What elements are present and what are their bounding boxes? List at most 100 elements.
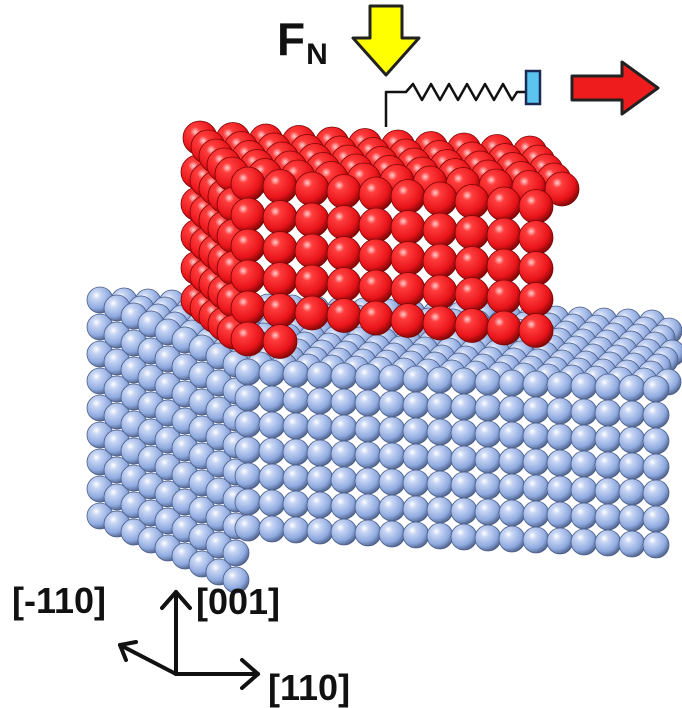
substrate-atom [378,520,406,548]
nanoparticle-atom [486,310,522,346]
substrate-atom [474,446,502,474]
substrate-atom [258,515,286,543]
substrate-atom [258,437,286,465]
substrate-atom [498,473,526,501]
substrate-atom [522,422,550,450]
nanoparticle-atom [262,324,298,359]
normal-force-arrow [351,4,421,77]
substrate-atom [426,470,454,498]
substrate-atom [378,494,406,522]
axis-label-001: [001] [196,581,280,622]
nanoparticle-atom [454,277,490,312]
force-label: FN [277,13,328,71]
nanoparticle-atom [294,233,330,269]
substrate-atom [378,468,406,496]
nanoparticle-atom [230,259,266,295]
substrate-atom [306,361,334,389]
substrate-atom [282,438,310,466]
substrate-atom [642,375,670,403]
substrate-atom [354,441,382,469]
substrate-atom [258,411,286,439]
nanoparticle-atom [454,246,490,281]
substrate-atom [618,530,646,558]
substrate-atom [234,410,262,438]
substrate-atom [570,450,598,478]
substrate-atom [330,414,358,442]
substrate-atom [546,449,574,477]
nanoparticle-atom [390,210,426,245]
nanoparticle-atom [454,184,490,219]
substrate-atom [402,417,430,445]
substrate-atom [426,366,454,394]
substrate-atom [618,452,646,480]
nanoparticle-atom [358,300,394,336]
substrate-atom [354,467,382,495]
substrate-atom [570,372,598,400]
substrate-atom [546,501,574,529]
substrate-atom [402,495,430,523]
substrate-atom [402,443,430,471]
substrate-atom [306,491,334,519]
substrate-atom [450,419,478,447]
substrate-atom [498,499,526,527]
axis-001-arrowhead [160,590,192,610]
substrate-atom [330,388,358,416]
substrate-atom [282,360,310,388]
spring-icon [384,82,526,127]
substrate-atom [522,370,550,398]
substrate-atom [498,369,526,397]
substrate-atom [234,488,262,516]
substrate-atom [522,448,550,476]
substrate-atom [522,500,550,528]
axis-minus110-arrowhead [118,640,138,662]
substrate-atom [618,374,646,402]
substrate-atom [330,492,358,520]
substrate-atom [234,358,262,386]
substrate-atom [234,514,262,542]
substrate-atom [258,463,286,491]
substrate-atom [498,447,526,475]
nanoparticle-atom [294,171,330,207]
substrate-atom [546,475,574,503]
substrate-atom [498,395,526,423]
substrate-atom [594,451,622,479]
substrate-atom [522,396,550,424]
substrate-atom [618,504,646,532]
substrate-atom [618,426,646,454]
substrate-atom [402,521,430,549]
substrate-atom [306,517,334,545]
substrate-atom [642,401,670,429]
nanoparticle-atom [454,215,490,250]
substrate-atom [618,400,646,428]
substrate-atom [474,498,502,526]
substrate-atom [498,525,526,553]
substrate-atom [330,362,358,390]
substrate-atom [330,440,358,468]
substrate-atom [258,359,286,387]
nanoparticle-atom [358,269,394,305]
substrate-atom [594,425,622,453]
substrate-atom [618,478,646,506]
substrate-atom [354,493,382,521]
right-arrow-icon [570,60,660,116]
nanoparticle-atom [422,212,458,248]
substrate-atom [450,497,478,525]
axis-110-arrowhead [240,658,260,690]
substrate-atom [474,524,502,552]
substrate-atom [474,472,502,500]
substrate-atom [594,373,622,401]
substrate-atom [282,386,310,414]
nanoparticle-atom [518,313,554,348]
substrate-atom [330,518,358,546]
substrate-atom [570,424,598,452]
substrate-atom [474,420,502,448]
substrate-atom [546,527,574,555]
substrate-atom [450,445,478,473]
substrate-atom [234,462,262,490]
nanoparticle-atom [294,295,330,331]
nanoparticle-cluster [180,120,580,359]
nanoparticle-atom [486,217,522,253]
nanoparticle-atom [262,262,298,297]
substrate-atom [426,392,454,420]
nanoparticle-atom [390,272,426,307]
